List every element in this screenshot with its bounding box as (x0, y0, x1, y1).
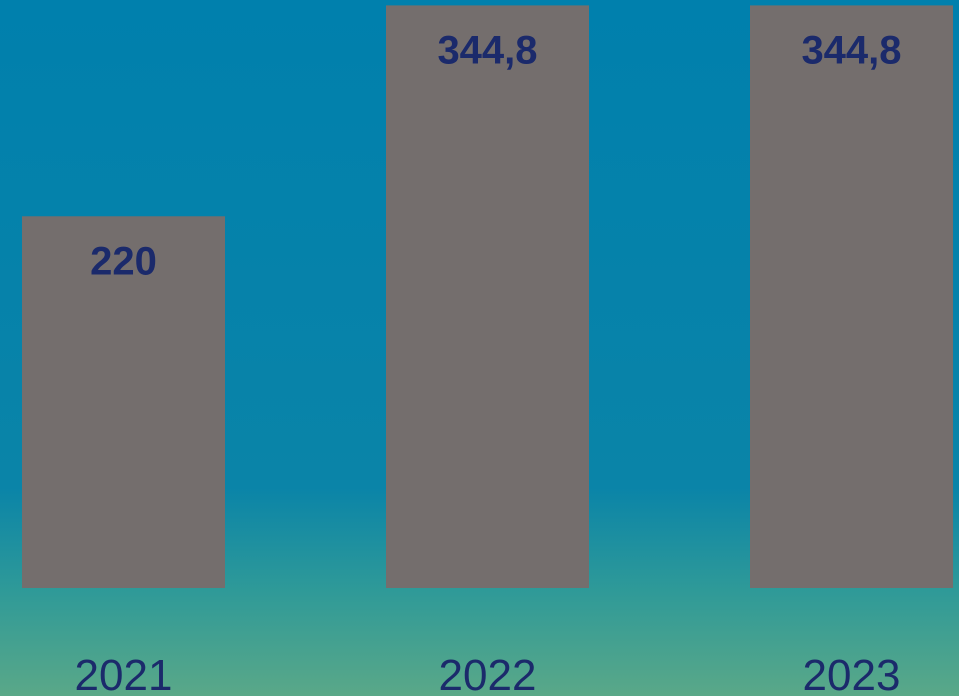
value-label: 220 (90, 239, 157, 283)
bar (750, 5, 953, 588)
x-tick-label: 2023 (803, 651, 901, 696)
value-label: 344,8 (437, 28, 537, 72)
value-label: 344,8 (801, 28, 901, 72)
x-tick-label: 2022 (439, 651, 537, 696)
x-tick-label: 2021 (75, 651, 173, 696)
bar (22, 216, 225, 588)
bar (386, 5, 589, 588)
